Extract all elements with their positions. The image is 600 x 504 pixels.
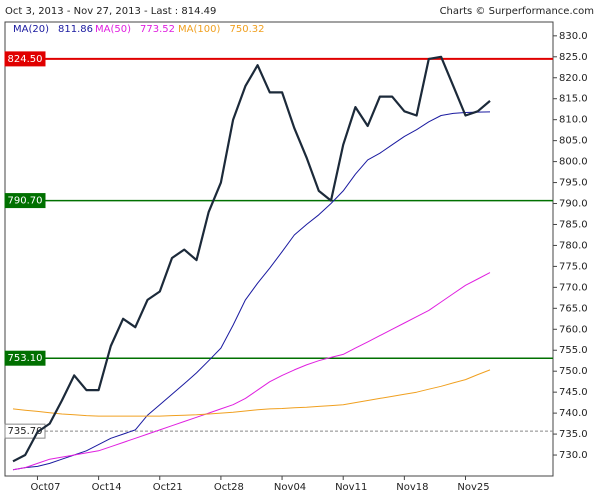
y-tick-label: 745.0	[559, 387, 588, 398]
x-tick-label: Nov11	[335, 482, 367, 493]
x-tick-label: Nov18	[396, 482, 428, 493]
y-tick-label: 815.0	[559, 94, 588, 105]
x-tick-label: Oct28	[214, 482, 244, 493]
y-tick-label: 795.0	[559, 178, 588, 189]
x-tick-label: Oct07	[30, 482, 60, 493]
y-tick-label: 790.0	[559, 199, 588, 210]
x-tick-label: Nov04	[274, 482, 306, 493]
y-tick-label: 800.0	[559, 157, 588, 168]
level-label: 735.70	[8, 426, 43, 437]
legend-name: MA(20)	[13, 24, 49, 35]
y-tick-label: 750.0	[559, 366, 588, 377]
y-tick-label: 765.0	[559, 303, 588, 314]
y-tick-label: 775.0	[559, 261, 588, 272]
legend-name: MA(100)	[178, 24, 220, 35]
legend-value: 811.86	[58, 24, 93, 35]
y-tick-label: 830.0	[559, 31, 588, 42]
level-label: 753.10	[8, 353, 43, 364]
legend-value: 750.32	[230, 24, 265, 35]
legend-value: 773.52	[140, 24, 175, 35]
y-tick-label: 755.0	[559, 345, 588, 356]
level-label-box	[4, 193, 46, 209]
price-line	[12, 55, 491, 463]
ma-line	[12, 111, 491, 471]
y-tick-label: 735.0	[559, 429, 588, 440]
x-tick-label: Oct14	[92, 482, 122, 493]
y-tick-label: 730.0	[559, 450, 588, 461]
y-tick-label: 810.0	[559, 115, 588, 126]
level-label-box	[4, 350, 46, 366]
x-tick-label: Nov25	[457, 482, 489, 493]
y-tick-label: 760.0	[559, 324, 588, 335]
x-tick-label: Oct21	[153, 482, 183, 493]
chart-source: Charts © Surperformance.com	[440, 6, 594, 17]
level-label-box	[4, 51, 46, 67]
level-label: 790.70	[8, 196, 43, 207]
ma-line	[12, 272, 491, 471]
ma-line	[12, 369, 491, 417]
y-tick-label: 740.0	[559, 408, 588, 419]
y-tick-label: 820.0	[559, 73, 588, 84]
plot-frame	[4, 21, 554, 477]
y-tick-label: 785.0	[559, 219, 588, 230]
y-tick-label: 825.0	[559, 52, 588, 63]
chart-title: Oct 3, 2013 - Nov 27, 2013 - Last : 814.…	[5, 6, 216, 17]
y-tick-label: 805.0	[559, 136, 588, 147]
y-tick-label: 780.0	[559, 240, 588, 251]
y-tick-label: 770.0	[559, 282, 588, 293]
legend-name: MA(50)	[95, 24, 131, 35]
level-label: 824.50	[8, 54, 43, 65]
